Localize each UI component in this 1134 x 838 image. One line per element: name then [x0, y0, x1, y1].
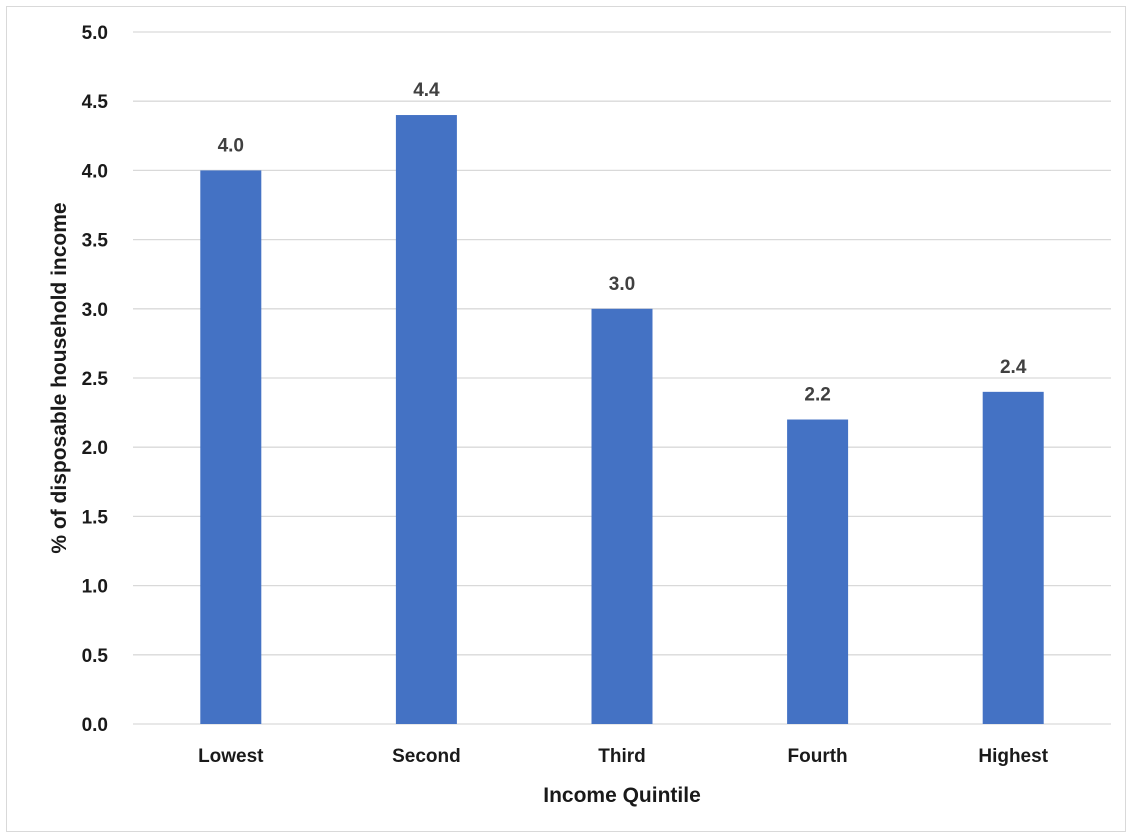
bar	[787, 419, 849, 724]
data-labels: 4.0 4.4 3.0 2.2 2.4	[218, 80, 1027, 405]
bar	[200, 170, 262, 724]
data-label: 3.0	[609, 274, 635, 295]
y-tick-label: 1.5	[82, 507, 109, 528]
y-tick-label: 5.0	[82, 23, 108, 44]
y-axis-ticks: 0.0 0.5 1.0 1.5 2.0 2.5 3.0 3.5 4.0 4.5 5.0	[82, 23, 109, 736]
bar	[982, 391, 1044, 724]
x-axis-ticks: Lowest Second Third Fourth Highest	[198, 746, 1049, 767]
x-tick-label: Fourth	[788, 746, 848, 767]
y-tick-label: 3.5	[82, 231, 109, 252]
bar	[395, 115, 457, 725]
data-label: 2.2	[804, 385, 830, 406]
y-tick-label: 4.5	[82, 92, 109, 113]
data-label: 4.0	[218, 135, 244, 156]
x-tick-label: Third	[598, 746, 646, 767]
chart-frame	[6, 6, 1126, 832]
y-tick-label: 2.5	[82, 369, 109, 390]
bar	[591, 308, 653, 724]
y-tick-label: 3.0	[82, 300, 108, 321]
y-tick-label: 1.0	[82, 577, 108, 598]
x-axis-title: Income Quintile	[543, 784, 701, 807]
y-tick-label: 2.0	[82, 438, 108, 459]
gridlines	[133, 31, 1111, 725]
x-tick-label: Second	[392, 746, 461, 767]
x-tick-label: Lowest	[198, 746, 264, 767]
y-tick-label: 0.0	[82, 715, 108, 736]
x-tick-label: Highest	[978, 746, 1048, 767]
y-tick-label: 0.5	[82, 646, 109, 667]
y-tick-label: 4.0	[82, 161, 108, 182]
data-label: 4.4	[413, 80, 440, 101]
bars	[200, 115, 1044, 725]
y-axis-title: % of disposable household income	[48, 202, 71, 553]
data-label: 2.4	[1000, 357, 1027, 378]
